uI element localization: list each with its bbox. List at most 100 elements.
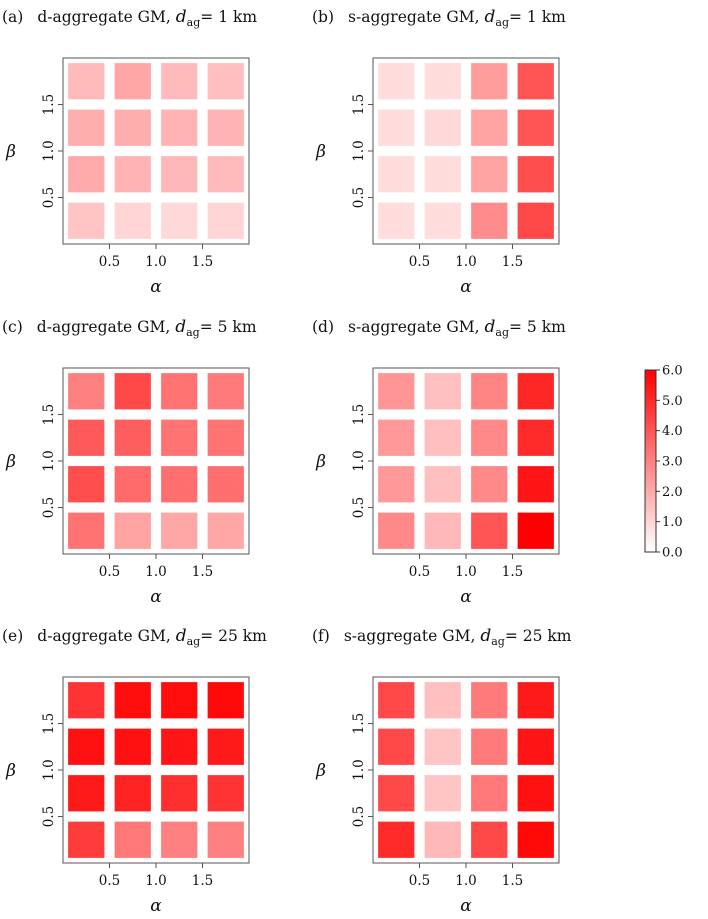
y-tick-label: 1.5 (351, 94, 367, 115)
heatmap-cell (114, 63, 151, 100)
title-variable: d (176, 7, 187, 27)
heatmap-cell (68, 156, 105, 193)
colorbar-tick-label: 5.0 (662, 394, 683, 409)
heatmap-cell (378, 156, 415, 193)
heatmap-cell (114, 419, 151, 456)
heatmap-cell (68, 419, 105, 456)
heatmap-cell (517, 373, 554, 410)
y-tick-label: 0.5 (41, 187, 57, 208)
panel-tag: (f) (312, 627, 330, 645)
heatmap-cell (378, 728, 415, 765)
x-tick-label: 0.5 (99, 873, 120, 889)
title-variable: d (480, 626, 491, 646)
heatmap-cell (378, 682, 415, 719)
heatmap-cell (517, 419, 554, 456)
colorbar-gradient (644, 369, 657, 553)
heatmap-cell (378, 419, 415, 456)
heatmap-cell (161, 202, 198, 239)
x-axis-label: α (460, 896, 472, 916)
heatmap-cell (68, 682, 105, 719)
heatmap-cell (161, 156, 198, 193)
title-subscript: ag (495, 16, 509, 29)
heatmap-cell (517, 63, 554, 100)
title-variable: d (485, 7, 496, 27)
heatmap-cell (378, 63, 415, 100)
heatmap-cell (114, 466, 151, 503)
x-tick-label: 1.5 (192, 873, 213, 889)
heatmap-cell (471, 512, 508, 549)
heatmap-cell (378, 512, 415, 549)
title-value: = 1 km (200, 8, 257, 26)
heatmap-cell (114, 156, 151, 193)
heatmap-cell (207, 512, 244, 549)
x-axis-label: α (150, 277, 162, 297)
heatmap-cell (114, 821, 151, 858)
x-axis-label: α (460, 587, 472, 607)
heatmap-cell (424, 156, 461, 193)
y-tick-label: 1.5 (351, 713, 367, 734)
panel: (f) s-aggregate GM, dag= 25 km 0.5 1.0 1.5 0.… (312, 626, 572, 916)
colorbar-tick-label: 2.0 (662, 485, 683, 500)
heatmap-cell (517, 202, 554, 239)
y-tick-label: 1.0 (41, 450, 57, 471)
heatmap-cell (114, 728, 151, 765)
y-axis-label: β (5, 452, 16, 472)
y-axis-label: β (315, 761, 326, 781)
heatmap-cell (161, 109, 198, 146)
title-subscript: ag (187, 635, 201, 648)
x-tick-label: 1.0 (145, 564, 166, 580)
heatmap-cell (161, 821, 198, 858)
title-text: s-aggregate GM, (344, 627, 480, 645)
heatmap-cell (161, 728, 198, 765)
heatmap-cell (517, 466, 554, 503)
panel: (d) s-aggregate GM, dag= 5 km 0.5 1.0 1.5 0.5… (312, 317, 566, 607)
x-tick-label: 0.5 (409, 873, 430, 889)
title-text: d-aggregate GM, (37, 318, 175, 336)
panel-title: (c) d-aggregate GM, dag= 5 km (2, 317, 257, 339)
x-tick-label: 1.5 (192, 254, 213, 270)
heatmap-cell (161, 419, 198, 456)
title-text: s-aggregate GM, (348, 8, 484, 26)
colorbar-tick-label: 6.0 (662, 364, 683, 379)
title-text: d-aggregate GM, (37, 8, 175, 26)
title-text: s-aggregate GM, (348, 318, 484, 336)
heatmap-cell (68, 109, 105, 146)
heatmap-cell (517, 775, 554, 812)
panels: (a) d-aggregate GM, dag= 1 km0.5 1.0 1.50.5… (2, 7, 572, 916)
heatmap-cell (517, 728, 554, 765)
heatmap-cell (424, 466, 461, 503)
heatmap-cell (207, 728, 244, 765)
heatmap-cell (114, 775, 151, 812)
heatmap-cell (68, 63, 105, 100)
title-subscript: ag (186, 326, 200, 339)
y-axis-label: β (315, 142, 326, 162)
colorbar: 0.0 1.0 2.0 3.0 4.0 5.0 6.0 (644, 364, 683, 561)
x-axis-label: α (460, 277, 472, 297)
x-tick-label: 0.5 (409, 254, 430, 270)
panel: (b) s-aggregate GM, dag= 1 km 0.5 1.0 1.5 0.5… (312, 7, 566, 297)
heatmap-cell (207, 373, 244, 410)
x-axis-label: α (150, 896, 162, 916)
heatmap-cell (471, 466, 508, 503)
colorbar-tick-label: 0.0 (662, 546, 683, 561)
heatmap-cell (471, 728, 508, 765)
heatmap-cell (114, 202, 151, 239)
y-tick-label: 1.5 (41, 404, 57, 425)
heatmap-cell (424, 728, 461, 765)
y-tick-label: 1.0 (41, 759, 57, 780)
panel-title: (d) s-aggregate GM, dag= 5 km (312, 317, 566, 339)
heatmap-cell (207, 63, 244, 100)
heatmap-cell (517, 156, 554, 193)
panel-tag: (a) (2, 8, 23, 26)
heatmap-cell (161, 682, 198, 719)
panel-tag: (c) (2, 318, 23, 336)
panel-title: (b) s-aggregate GM, dag= 1 km (312, 7, 566, 29)
x-tick-label: 1.0 (145, 254, 166, 270)
heatmap-cell (207, 156, 244, 193)
heatmap-cell (471, 156, 508, 193)
heatmap-cell (378, 821, 415, 858)
x-tick-label: 0.5 (99, 254, 120, 270)
title-value: = 5 km (200, 318, 257, 336)
heatmap-cell (68, 775, 105, 812)
heatmap-cell (207, 682, 244, 719)
